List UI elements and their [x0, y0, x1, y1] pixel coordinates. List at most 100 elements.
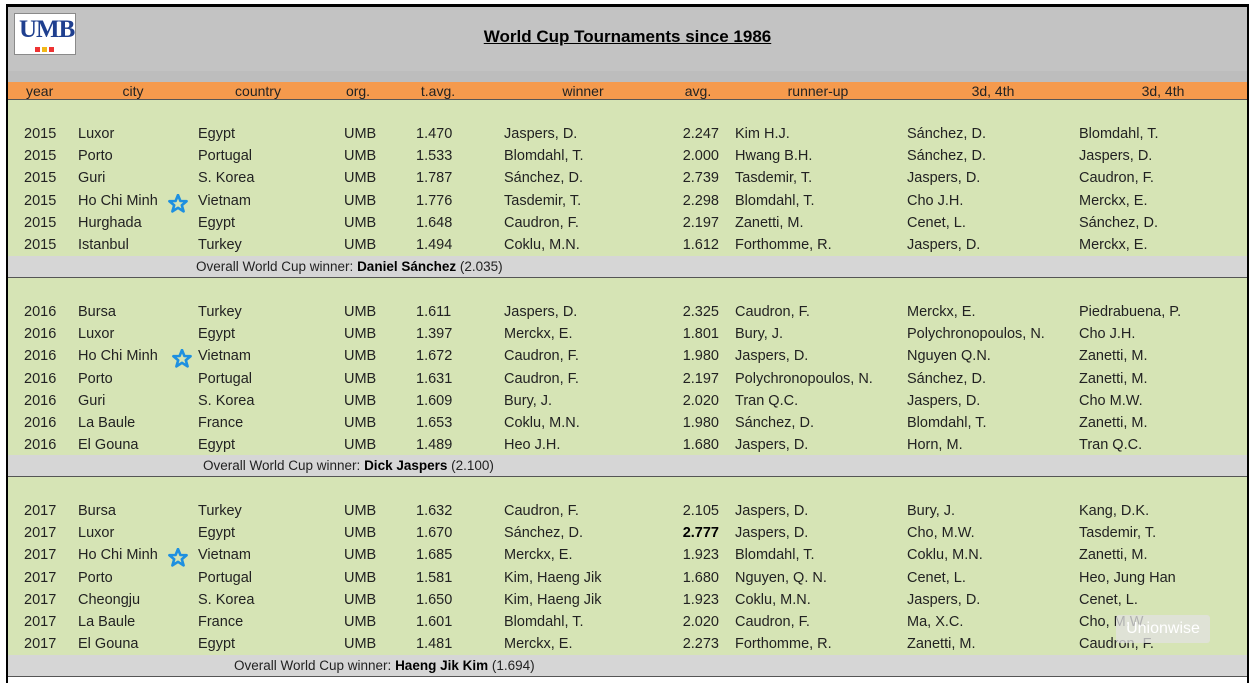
column-header: 3d, 4th: [971, 83, 1015, 99]
cell-city: Cheongju: [78, 591, 141, 608]
cell-winner: Caudron, F.: [504, 348, 579, 365]
cell-year: 2017: [24, 614, 57, 630]
column-header: winner: [562, 83, 604, 99]
cell-tavg: 1.670: [416, 525, 453, 542]
cell-city: Luxor: [78, 126, 115, 142]
logo-dot: [42, 47, 47, 52]
cell-tavg: 1.481: [416, 636, 453, 653]
cell-tavg: 1.653: [416, 415, 453, 431]
cell-city: El Gouna: [78, 437, 139, 454]
column-header: 3d, 4th: [1141, 83, 1185, 99]
table-row: 2016 La Baule France UMB 1.653 Coklu, M.N. 1.9…: [8, 413, 1247, 435]
cell-avg: 1.923: [682, 547, 719, 564]
overall-winner-footer: Overall World Cup winner: Dick Jaspers (…: [8, 455, 1247, 477]
cell-org: UMB: [344, 636, 377, 653]
column-header: year: [26, 83, 54, 99]
cell-fourth: Cho M.W.: [1079, 392, 1143, 409]
cell-tavg: 1.776: [416, 192, 453, 209]
cell-org: UMB: [344, 326, 377, 343]
cell-year: 2016: [24, 415, 57, 431]
cell-fourth: Zanetti, M.: [1079, 547, 1148, 564]
column-header: country: [235, 83, 281, 99]
cell-tavg: 1.648: [416, 214, 453, 231]
cell-avg: 2.298: [682, 192, 719, 209]
cell-city: Hurghada: [78, 214, 142, 231]
cell-org: UMB: [344, 170, 377, 187]
cell-third: Bury, J.: [907, 503, 956, 519]
cell-third: Cho, M.W.: [907, 525, 975, 542]
cell-year: 2016: [24, 437, 57, 454]
cell-runner-up: Caudron, F.: [735, 304, 810, 320]
column-header: city: [122, 83, 144, 99]
column-header: avg.: [684, 83, 712, 99]
cell-tavg: 1.489: [416, 437, 453, 454]
cell-third: Cho J.H.: [907, 192, 964, 209]
cell-winner: Heo J.H.: [504, 437, 561, 454]
cell-runner-up: Jaspers, D.: [735, 348, 809, 365]
cell-country: Turkey: [198, 503, 242, 519]
year-section: 2017 Bursa Turkey UMB 1.632 Caudron, F. 2.105 J…: [8, 477, 1247, 655]
cell-avg: 2.105: [682, 503, 719, 519]
flower-icon: [172, 349, 192, 369]
cell-city: Ho Chi Minh: [78, 192, 158, 209]
cell-country: France: [198, 614, 244, 630]
cell-third: Blomdahl, T.: [907, 415, 987, 431]
cell-winner: Coklu, M.N.: [504, 237, 580, 253]
cell-third: Jaspers, D.: [907, 392, 981, 409]
cell-tavg: 1.601: [416, 614, 453, 630]
table-row: 2016 Guri S. Korea UMB 1.609 Bury, J. 2.020 Tra…: [8, 391, 1247, 413]
overall-winner-label: Overall World Cup winner:: [203, 458, 365, 473]
cell-winner: Caudron, F.: [504, 214, 579, 231]
cell-tavg: 1.397: [416, 326, 453, 343]
cell-org: UMB: [344, 392, 377, 409]
cell-country: Portugal: [198, 569, 253, 586]
cell-third: Horn, M.: [907, 437, 963, 454]
cell-third: Sánchez, D.: [907, 148, 986, 165]
cell-city: Ho Chi Minh: [78, 348, 158, 365]
cell-avg: 2.273: [682, 636, 719, 653]
table-row: 2015 Ho Chi Minh Vietnam UMB 1.776 Tasdemir, …: [8, 191, 1247, 213]
cell-tavg: 1.581: [416, 569, 453, 586]
overall-winner-name: Haeng Jik Kim: [395, 658, 489, 673]
cell-runner-up: Tran Q.C.: [735, 392, 799, 409]
overall-winner-footer: Overall World Cup winner: Haeng Jik Kim …: [8, 655, 1247, 677]
cell-runner-up: Forthomme, R.: [735, 237, 832, 253]
cell-winner: Caudron, F.: [504, 503, 579, 519]
cell-fourth: Merckx, E.: [1079, 192, 1148, 209]
cell-country: S. Korea: [198, 170, 255, 187]
cell-fourth: Blomdahl, T.: [1079, 126, 1159, 142]
cell-country: Turkey: [198, 237, 242, 253]
cell-country: Turkey: [198, 304, 242, 320]
cell-fourth: Cenet, L.: [1079, 591, 1138, 608]
cell-city: Porto: [78, 148, 113, 165]
cell-org: UMB: [344, 237, 377, 253]
cell-year: 2017: [24, 591, 57, 608]
cell-tavg: 1.632: [416, 503, 453, 519]
cell-fourth: Sánchez, D.: [1079, 214, 1158, 231]
table-row: 2015 Porto Portugal UMB 1.533 Blomdahl, T. 2.0…: [8, 146, 1247, 168]
cell-avg: 2.325: [682, 304, 719, 320]
cell-country: Egypt: [198, 525, 236, 542]
cell-runner-up: Caudron, F.: [735, 614, 810, 630]
table-row: 2016 Bursa Turkey UMB 1.611 Jaspers, D. 2.325 C…: [8, 302, 1247, 324]
cell-year: 2015: [24, 126, 57, 142]
cell-winner: Sánchez, D.: [504, 170, 583, 187]
table-row: 2015 Hurghada Egypt UMB 1.648 Caudron, F. 2.19…: [8, 213, 1247, 235]
cell-runner-up: Blomdahl, T.: [735, 192, 815, 209]
cell-country: Egypt: [198, 636, 236, 653]
cell-winner: Coklu, M.N.: [504, 415, 580, 431]
cell-winner: Blomdahl, T.: [504, 148, 584, 165]
cell-country: Vietnam: [198, 192, 251, 209]
cell-third: Nguyen Q.N.: [907, 348, 991, 365]
cell-avg: 2.739: [682, 170, 719, 187]
cell-tavg: 1.787: [416, 170, 453, 187]
cell-fourth: Caudron, F.: [1079, 170, 1154, 187]
cell-year: 2015: [24, 237, 57, 253]
cell-fourth: Cho J.H.: [1079, 326, 1136, 343]
cell-year: 2015: [24, 192, 57, 209]
cell-city: Bursa: [78, 304, 116, 320]
cell-third: Polychronopoulos, N.: [907, 326, 1045, 343]
cell-tavg: 1.609: [416, 392, 453, 409]
cell-runner-up: Sánchez, D.: [735, 415, 814, 431]
cell-fourth: Zanetti, M.: [1079, 370, 1148, 387]
